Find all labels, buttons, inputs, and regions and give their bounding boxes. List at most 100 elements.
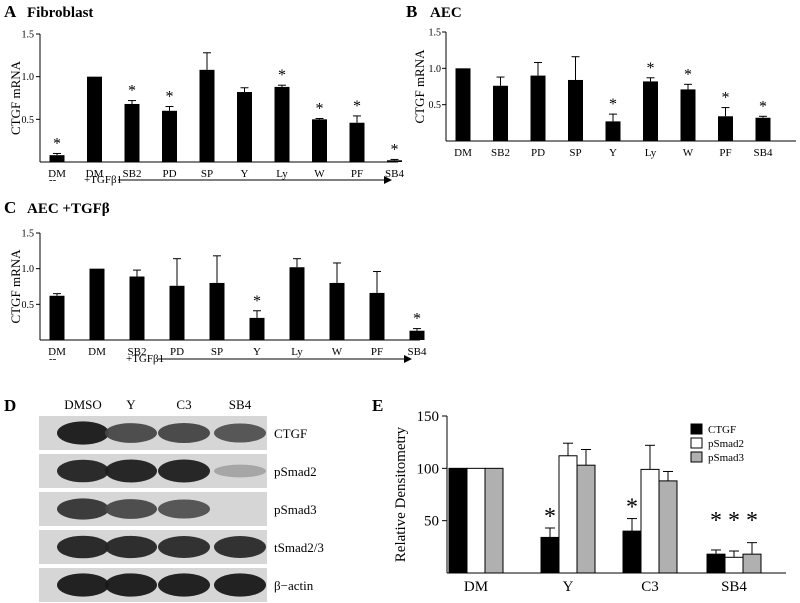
chart-a-x-tick-label: Ly [276,168,288,180]
panel-b-title: AEC [430,5,462,21]
chart-b-bar [455,68,471,141]
chart-b-significance-star: * [759,98,767,115]
chart-e-y-axis-label: Relative Densitometry [393,426,409,562]
blot-row-label: pSmad2 [274,464,317,479]
blot-band [57,421,109,445]
chart-e-x-tick-label: DM [464,579,488,595]
chart-e-bar-psmad2 [724,556,744,574]
panel-e-letter: E [372,396,383,415]
chart-b-y-tick-label: 1.5 [429,28,442,39]
chart-e-x-tick-label: SB4 [721,579,747,595]
chart-b-x-tick-label: PF [719,147,731,159]
blot-band [214,573,266,597]
chart-a-bar [312,119,327,162]
chart-e-bar-psmad2 [558,455,578,574]
chart-a-bar [199,69,215,162]
blot-band [214,535,266,559]
chart-a-fibroblast: 0.5 1.0 1.5 CTGF mRNA * DM DM * SB2 * PD SP Y * Ly * W * P… [8,30,404,181]
chart-a-bar [387,160,402,162]
chart-e-x-tick-label: C3 [641,579,659,595]
chart-b-significance-star: * [609,96,617,113]
chart-a-significance-star: * [391,141,399,158]
chart-e-bar-ctgf [622,530,642,574]
chart-c-bar [289,267,305,340]
chart-e-bar-ctgf [540,536,560,574]
chart-c-y-axis-label: CTGF mRNA [8,249,23,324]
chart-c-bar [409,330,425,340]
chart-b-bar [718,116,733,141]
chart-e-significance-star: * [746,508,758,534]
chart-a-bar [349,122,365,162]
chart-e-significance-star: * [544,504,556,530]
chart-e-legend-swatch-psmad2 [690,437,703,449]
chart-b-x-tick-label: Ly [645,147,657,159]
chart-e-bar-psmad3 [484,467,504,574]
blot-lane-label: SB4 [229,397,252,412]
chart-e-bar-ctgf [448,467,468,574]
blot-band [158,422,210,444]
chart-a-y-tick-label: 1.0 [22,72,35,83]
blot-row-label: β−actin [274,578,314,593]
blot-band [105,499,157,519]
chart-b-bar [493,85,508,141]
chart-e-bar-psmad3 [658,480,678,574]
chart-e-bar-psmad3 [576,464,596,574]
chart-c-aec-tgf: 0.5 1.0 1.5 CTGF mRNA DM DM SB2 PD SP * Y Ly W PF * SB4 [8,229,427,359]
chart-c-y-tick-label: 1.0 [22,264,35,275]
blot-band [105,423,157,443]
panel-a-tgf-label: +TGFβ1 [84,174,122,186]
chart-b-significance-star: * [684,66,692,83]
chart-a-y-axis-label: CTGF mRNA [8,60,23,135]
chart-c-x-tick-label: SB4 [408,346,427,358]
blot-band [214,423,266,443]
chart-e-bar-psmad2 [640,468,660,574]
blot-band [57,498,109,520]
chart-e-legend-label: pSmad3 [708,452,745,464]
chart-c-bar [369,292,385,340]
western-blot: DMSO Y C3 SB4 CTGF pSmad2 pSmad3 tSmad2/3 β−acti… [39,397,324,602]
blot-band [57,459,109,483]
chart-a-bar [237,92,252,162]
panel-b-letter: B [406,2,417,21]
chart-e-y-tick-label: 150 [417,409,440,425]
blot-lane-label: DMSO [64,397,102,412]
panel-d-letter: D [4,396,16,415]
chart-a-y-tick-label: 1.5 [22,30,35,41]
chart-a-significance-star: * [278,67,286,84]
chart-a-significance-star: * [166,89,174,106]
chart-a-bar [49,155,65,162]
chart-c-bar [169,285,185,340]
chart-c-significance-star: * [253,293,261,310]
chart-b-x-tick-label: SB4 [754,147,773,159]
chart-e-legend-swatch-psmad3 [690,451,703,463]
chart-e-legend-swatch-ctgf [690,423,703,435]
chart-e-significance-star: * [728,508,740,534]
chart-b-y-tick-label: 1.0 [429,64,442,75]
panel-a-dash-label: -- [49,174,57,186]
blot-lane-label: Y [126,397,136,412]
chart-e-legend-label: pSmad2 [708,438,744,450]
chart-a-x-tick-label: DM [86,168,104,180]
chart-a-bar [274,86,290,162]
chart-c-y-tick-label: 1.5 [22,229,35,240]
blot-band [105,573,157,597]
chart-c-bar [49,295,65,340]
chart-c-x-tick-label: PD [170,346,184,358]
chart-a-significance-star: * [53,135,61,152]
chart-c-x-tick-label: SP [211,346,223,358]
chart-b-y-tick-label: 0.5 [429,100,442,111]
panel-c-dash-label: -- [49,353,57,365]
chart-e-x-tick-label: Y [563,579,574,595]
chart-c-x-tick-label: SB2 [128,346,147,358]
chart-e-bar-psmad2 [466,467,486,574]
chart-b-significance-star: * [722,90,730,107]
blot-row-label: pSmad3 [274,502,317,517]
chart-b-bar [755,117,771,141]
blot-row-label: tSmad2/3 [274,540,324,555]
chart-b-x-tick-label: Y [609,147,617,159]
chart-a-bar [124,103,140,162]
blot-band [158,573,210,597]
chart-a-x-tick-label: SB4 [385,168,404,180]
